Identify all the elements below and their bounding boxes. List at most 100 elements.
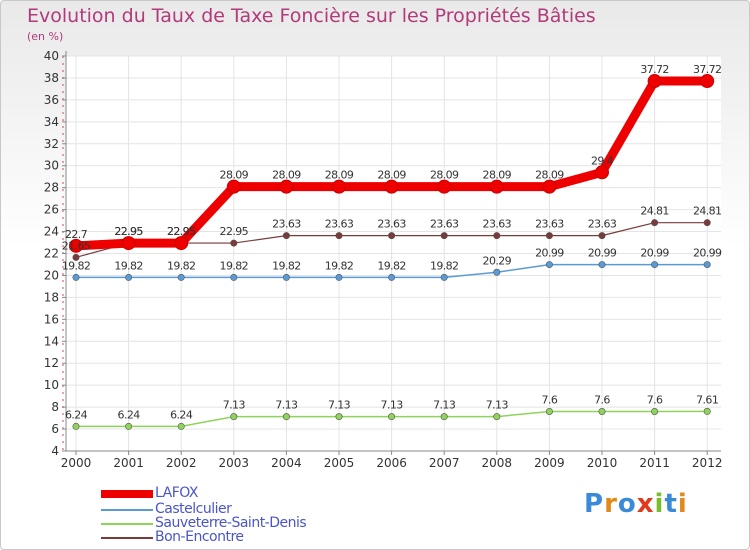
x-tick-label: 2012 xyxy=(692,456,723,470)
data-label: 28.09 xyxy=(430,169,459,182)
data-label: 22.95 xyxy=(114,225,143,238)
y-tick-label: 26 xyxy=(44,203,59,217)
x-tick-label: 2011 xyxy=(639,456,670,470)
data-point xyxy=(703,219,711,227)
logo-letter: i xyxy=(654,489,665,519)
data-point xyxy=(332,179,346,194)
data-point xyxy=(440,232,448,240)
legend-label-bon-encontre: Bon-Encontre xyxy=(155,529,244,545)
data-label: 19.82 xyxy=(167,259,196,272)
data-label: 23.63 xyxy=(430,218,459,231)
data-label: 23.63 xyxy=(272,218,301,231)
data-point xyxy=(598,407,606,415)
data-point xyxy=(489,179,504,194)
y-tick-label: 40 xyxy=(44,49,59,63)
data-label: 23.63 xyxy=(588,218,617,231)
data-label: 22.95 xyxy=(167,225,196,238)
x-tick-label: 2006 xyxy=(376,456,407,470)
data-point xyxy=(388,273,396,281)
data-label: 24.81 xyxy=(640,205,669,218)
data-point xyxy=(545,407,553,415)
y-tick-label: 32 xyxy=(44,137,59,151)
data-point xyxy=(598,261,606,269)
data-label: 37.72 xyxy=(640,63,669,76)
data-label: 7.6 xyxy=(542,394,558,407)
y-tick-label: 36 xyxy=(44,93,59,107)
data-label: 24.81 xyxy=(693,205,722,218)
data-label: 28.09 xyxy=(325,169,354,182)
data-label: 20.99 xyxy=(588,247,617,260)
data-label: 7.13 xyxy=(486,399,509,412)
x-tick-label: 2002 xyxy=(166,456,197,470)
y-tick-label: 8 xyxy=(51,400,59,414)
legend-swatch-bon-encontre xyxy=(101,537,153,539)
data-label: 7.6 xyxy=(647,394,663,407)
y-tick-label: 28 xyxy=(44,181,59,195)
data-label: 19.82 xyxy=(377,259,406,272)
data-label: 23.63 xyxy=(483,218,512,231)
data-label: 28.09 xyxy=(377,169,406,182)
data-point xyxy=(493,268,501,276)
data-point xyxy=(174,236,189,251)
data-point xyxy=(72,253,80,261)
y-tick-label: 14 xyxy=(44,334,59,348)
data-point xyxy=(230,413,238,421)
data-label: 28.09 xyxy=(220,169,249,182)
x-tick-label: 2009 xyxy=(534,456,565,470)
data-point xyxy=(437,179,452,194)
data-label: 19.82 xyxy=(325,259,354,272)
x-tick-label: 2000 xyxy=(61,456,92,470)
data-point xyxy=(282,273,290,281)
data-point xyxy=(545,232,553,240)
data-point xyxy=(595,165,609,180)
data-label: 7.13 xyxy=(275,399,298,412)
data-point xyxy=(388,413,396,421)
data-point xyxy=(121,236,136,251)
data-point xyxy=(335,273,343,281)
data-label: 22.95 xyxy=(114,225,143,238)
data-point xyxy=(177,273,185,281)
data-label: 7.61 xyxy=(696,393,718,406)
legend-swatch-castelculier xyxy=(101,509,153,511)
data-label: 28.09 xyxy=(272,169,301,182)
data-label: 19.82 xyxy=(62,259,91,272)
data-label: 20.99 xyxy=(640,247,669,260)
data-label: 19.82 xyxy=(272,259,301,272)
legend-label-castelculier: Castelculier xyxy=(155,501,232,517)
data-point xyxy=(72,422,80,430)
x-tick-label: 2008 xyxy=(482,456,513,470)
data-label: 28.09 xyxy=(535,169,564,182)
data-point xyxy=(598,232,606,240)
data-label: 22.95 xyxy=(167,225,196,238)
data-label: 21.65 xyxy=(62,239,91,252)
data-point xyxy=(335,232,343,240)
data-label: 22.95 xyxy=(220,225,249,238)
y-tick-label: 34 xyxy=(44,115,59,129)
legend-label-sauveterre: Sauveterre-Saint-Denis xyxy=(155,515,307,531)
unit-label: (en %) xyxy=(27,30,64,43)
data-label: 37.72 xyxy=(693,63,722,76)
data-label: 6.24 xyxy=(118,408,141,421)
data-point xyxy=(125,273,133,281)
data-point xyxy=(493,413,501,421)
proxiti-logo: Proxiti xyxy=(584,489,688,519)
x-tick-label: 2010 xyxy=(587,456,618,470)
data-point xyxy=(230,273,238,281)
data-point xyxy=(384,179,399,194)
y-tick-label: 4 xyxy=(51,444,59,458)
logo-letter: P xyxy=(584,489,605,519)
data-point xyxy=(651,261,659,269)
data-point xyxy=(700,74,715,89)
legend-label-lafox: LAFOX xyxy=(155,485,198,501)
y-tick-label: 38 xyxy=(44,71,59,85)
data-label: 28.09 xyxy=(483,169,512,182)
data-point xyxy=(282,413,290,421)
data-label: 7.13 xyxy=(433,399,456,412)
data-point xyxy=(69,238,83,253)
legend-swatch-sauveterre xyxy=(101,523,153,525)
data-point xyxy=(703,261,711,269)
data-point xyxy=(440,413,448,421)
y-tick-label: 30 xyxy=(44,159,59,173)
